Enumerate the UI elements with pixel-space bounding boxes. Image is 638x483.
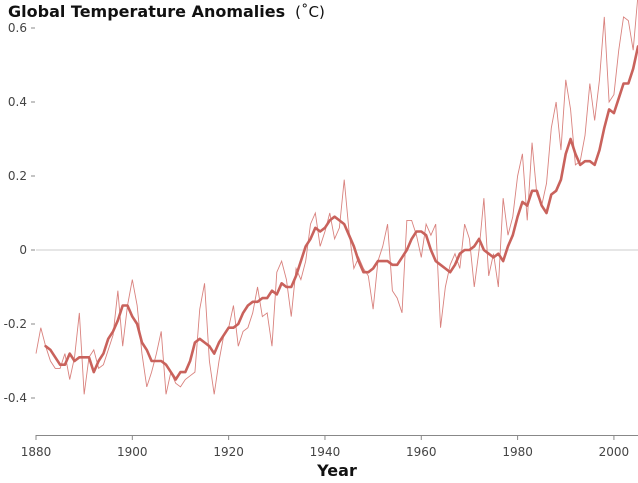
plot-lines (35, 0, 638, 395)
y-tick-label: 0.6 (8, 21, 27, 35)
annual-anomaly-line (35, 0, 638, 395)
x-tick-label: 1880 (21, 445, 52, 459)
x-axis: 1880 1900 1920 1940 1960 1980 2000 (21, 435, 638, 459)
chart-title-unit: (˚C) (295, 3, 325, 21)
chart-title: Global Temperature Anomalies (˚C) (8, 2, 325, 21)
x-axis-label: Year (316, 461, 357, 480)
x-tick-label: 2000 (599, 445, 630, 459)
x-tick-label: 1980 (502, 445, 533, 459)
y-tick-label: 0 (19, 243, 27, 257)
y-tick-label: -0.2 (4, 317, 27, 331)
y-tick-label: 0.2 (8, 169, 27, 183)
y-tick-label: 0.4 (8, 95, 27, 109)
chart-title-main: Global Temperature Anomalies (8, 2, 285, 21)
x-tick-label: 1940 (310, 445, 341, 459)
y-tick-label: -0.4 (4, 391, 27, 405)
y-axis-ticks: -0.4 -0.2 0 0.2 0.4 0.6 (4, 21, 35, 405)
smoothed-anomaly-line (44, 45, 638, 381)
x-tick-label: 1960 (406, 445, 437, 459)
x-tick-label: 1920 (213, 445, 244, 459)
x-tick-label: 1900 (117, 445, 148, 459)
